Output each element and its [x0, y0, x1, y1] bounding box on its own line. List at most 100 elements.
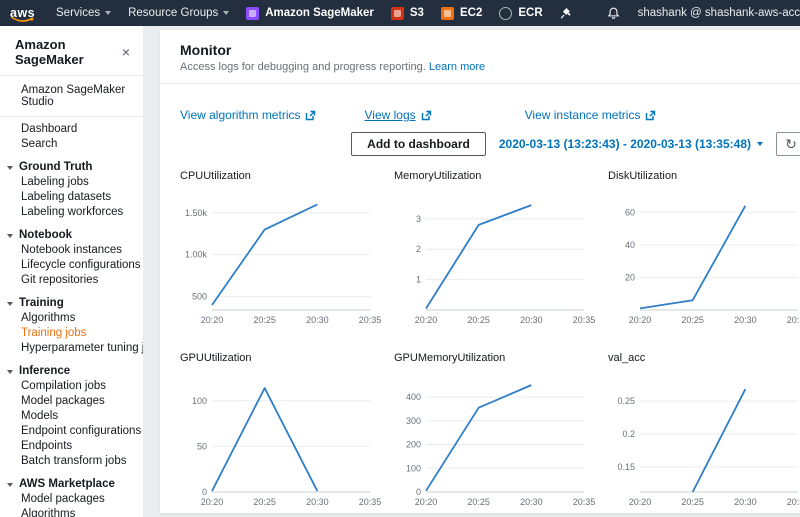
- sidebar-section-label: Training: [19, 297, 64, 309]
- svg-text:20:20: 20:20: [201, 497, 224, 507]
- sidebar-item-endpoints[interactable]: Endpoints: [21, 440, 73, 452]
- chart-title: DiskUtilization: [608, 170, 678, 182]
- sidebar-item-algorithms[interactable]: Algorithms: [21, 312, 76, 324]
- chart-title: val_acc: [608, 352, 646, 364]
- sagemaker-icon: [246, 6, 260, 20]
- refresh-button[interactable]: ↻: [776, 132, 800, 156]
- sidebar-item-git-repositories[interactable]: Git repositories: [21, 274, 99, 286]
- view-instance-metrics-link[interactable]: View instance metrics: [525, 108, 657, 122]
- sidebar-item-search[interactable]: Search: [21, 138, 58, 150]
- sidebar-section-notebook[interactable]: Notebook: [0, 228, 143, 243]
- sidebar-section-label: Inference: [19, 365, 71, 377]
- sidebar-item-labeling-jobs[interactable]: Labeling jobs: [21, 176, 89, 188]
- chart-line-series: [211, 387, 319, 492]
- svg-text:20:30: 20:30: [734, 497, 757, 507]
- nav-shortcut-s3[interactable]: S3: [390, 6, 424, 20]
- nav-account-menu[interactable]: shashank @ shashank-aws-acc...: [637, 7, 800, 19]
- sidebar-section-training[interactable]: Training: [0, 296, 143, 311]
- chart-title: CPUUtilization: [180, 170, 251, 182]
- chart-canvas: 1 2 3 20:20 20:25 20:30 20:35: [415, 204, 595, 325]
- chart-line-series: [211, 203, 318, 306]
- nav-shortcut-label: Amazon SageMaker: [265, 7, 374, 19]
- sidebar-section-inference[interactable]: Inference: [0, 364, 143, 379]
- sidebar-item-batch-transform-jobs[interactable]: Batch transform jobs: [21, 455, 127, 467]
- aws-smile-icon: [11, 16, 34, 22]
- sidebar-item-model-packages[interactable]: Model packages: [21, 493, 105, 505]
- sidebar-item-model-packages[interactable]: Model packages: [21, 395, 105, 407]
- svg-text:20:20: 20:20: [415, 497, 438, 507]
- chart-line-series: [425, 384, 532, 492]
- aws-logo[interactable]: aws: [10, 4, 36, 22]
- svg-text:20:20: 20:20: [415, 315, 438, 325]
- sidebar: Amazon SageMaker × Amazon SageMaker Stud…: [0, 26, 143, 517]
- sidebar-item-training-jobs[interactable]: Training jobs: [21, 327, 87, 339]
- sidebar-item-lifecycle-configurations[interactable]: Lifecycle configurations: [21, 259, 141, 271]
- svg-text:20:35: 20:35: [359, 315, 382, 325]
- nav-resource-groups[interactable]: Resource Groups: [128, 7, 230, 19]
- learn-more-link[interactable]: Learn more: [428, 61, 486, 73]
- svg-text:20:30: 20:30: [734, 315, 757, 325]
- sidebar-nav: Dashboard Search Ground Truth Labeling jobs…: [0, 117, 143, 517]
- monitor-card: Monitor Access logs for debugging and pr…: [160, 30, 800, 513]
- sidebar-section-label: Notebook: [19, 229, 73, 241]
- view-algorithm-metrics-link[interactable]: View algorithm metrics: [180, 108, 316, 122]
- svg-text:60: 60: [625, 207, 635, 217]
- nav-shortcut-ec2[interactable]: EC2: [440, 6, 482, 20]
- view-logs-link[interactable]: View logs: [364, 108, 431, 122]
- svg-text:400: 400: [406, 392, 421, 402]
- charts-grid: CPUUtilization 500 1.00k 1.50k 20:20 20:25 20:…: [160, 156, 800, 510]
- sidebar-item-labeling-datasets[interactable]: Labeling datasets: [21, 191, 112, 203]
- svg-text:20:25: 20:25: [253, 497, 276, 507]
- sidebar-item-labeling-workforces[interactable]: Labeling workforces: [21, 206, 124, 218]
- nav-shortcut-label: ECR: [518, 7, 543, 19]
- chart-line-series: [425, 204, 532, 309]
- nav-shortcuts: Amazon SageMaker S3 EC2 ECR: [246, 6, 559, 20]
- sidebar-item-notebook-instances[interactable]: Notebook instances: [21, 244, 123, 256]
- external-link-icon: [306, 110, 316, 120]
- chevron-down-icon: [105, 11, 112, 15]
- svg-text:20:25: 20:25: [681, 315, 704, 325]
- nav-shortcut-sagemaker[interactable]: Amazon SageMaker: [246, 6, 374, 20]
- sidebar-item-sagemaker-studio[interactable]: Amazon SageMaker Studio: [0, 76, 143, 117]
- svg-text:20:25: 20:25: [681, 497, 704, 507]
- sidebar-section-label: AWS Marketplace: [19, 478, 115, 490]
- chart-CPUUtilization: CPUUtilization 500 1.00k 1.50k 20:20 20:25 20:…: [180, 170, 381, 328]
- sidebar-item-endpoint-configurations[interactable]: Endpoint configurations: [21, 425, 142, 437]
- svg-text:200: 200: [406, 440, 421, 450]
- metric-links-row: View algorithm metrics View logs View in…: [160, 84, 800, 122]
- svg-text:20:30: 20:30: [520, 497, 543, 507]
- svg-text:20:20: 20:20: [629, 497, 652, 507]
- date-range-selector[interactable]: 2020-03-13 (13:23:43) - 2020-03-13 (13:3…: [499, 137, 763, 151]
- svg-text:20:20: 20:20: [629, 315, 652, 325]
- chart-DiskUtilization: DiskUtilization 20 40 60 20:20 20:25 20:30 20:3…: [608, 170, 800, 328]
- svg-text:1.00k: 1.00k: [185, 250, 208, 260]
- svg-text:0.2: 0.2: [622, 429, 635, 439]
- external-link-icon: [646, 110, 656, 120]
- svg-text:20:35: 20:35: [573, 315, 596, 325]
- add-to-dashboard-button[interactable]: Add to dashboard: [351, 132, 486, 156]
- svg-text:20:35: 20:35: [787, 497, 800, 507]
- chevron-down-icon: [7, 233, 13, 238]
- chart-line-series: [691, 388, 747, 493]
- chart-canvas: 20 40 60 20:20 20:25 20:30 20:35: [625, 205, 800, 325]
- sidebar-section-ground-truth[interactable]: Ground Truth: [0, 160, 143, 175]
- pin-icon[interactable]: [560, 7, 572, 20]
- svg-text:100: 100: [192, 396, 207, 406]
- nav-shortcut-ecr[interactable]: ECR: [499, 6, 543, 20]
- chevron-down-icon: [7, 301, 13, 306]
- main-content: Monitor Access logs for debugging and pr…: [143, 26, 800, 517]
- sidebar-item-dashboard[interactable]: Dashboard: [21, 123, 78, 135]
- sidebar-item-algorithms[interactable]: Algorithms: [21, 508, 76, 517]
- ec2-icon: [440, 6, 454, 20]
- chart-GPUMemoryUtilization: GPUMemoryUtilization 0 100 200 300 400 20:20 20…: [394, 352, 595, 510]
- svg-text:3: 3: [416, 214, 421, 224]
- sidebar-item-compilation-jobs[interactable]: Compilation jobs: [21, 380, 107, 392]
- refresh-icon: ↻: [785, 136, 797, 152]
- notifications-bell-icon[interactable]: [607, 6, 620, 20]
- chart-title: GPUMemoryUtilization: [394, 352, 506, 364]
- sidebar-item-models[interactable]: Models: [21, 410, 59, 422]
- nav-services[interactable]: Services: [56, 7, 112, 19]
- sidebar-item-hyperparameter-tuning-jobs[interactable]: Hyperparameter tuning jobs: [21, 342, 143, 354]
- sidebar-section-aws-marketplace[interactable]: AWS Marketplace: [0, 477, 143, 492]
- close-icon[interactable]: ×: [121, 44, 130, 60]
